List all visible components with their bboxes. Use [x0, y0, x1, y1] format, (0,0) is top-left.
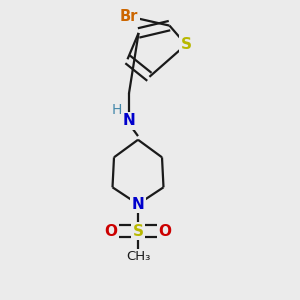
Text: CH₃: CH₃ — [126, 250, 150, 263]
Text: O: O — [158, 224, 172, 239]
Text: N: N — [132, 196, 144, 211]
Text: O: O — [104, 224, 118, 239]
Text: N: N — [123, 113, 135, 128]
Text: S: S — [133, 224, 143, 239]
Text: S: S — [181, 37, 191, 52]
Text: Br: Br — [120, 9, 138, 24]
Text: H: H — [112, 103, 122, 117]
